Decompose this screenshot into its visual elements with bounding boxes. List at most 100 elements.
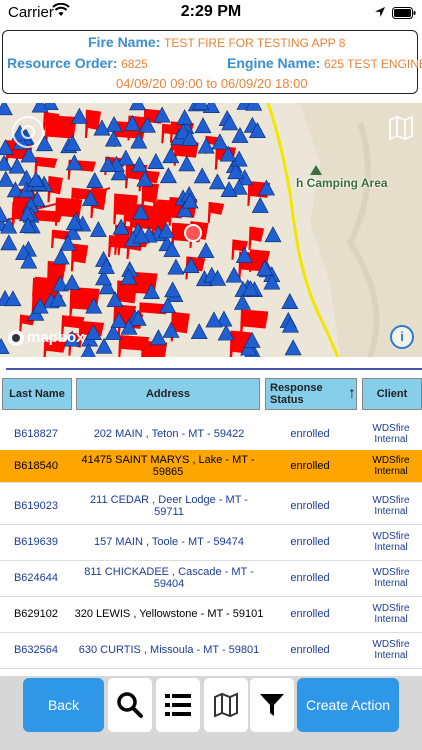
property-marker-triangle[interactable] — [208, 173, 226, 190]
table-row[interactable]: B618827 202 MAIN , Teton - MT - 59422 en… — [0, 416, 422, 453]
property-marker-triangle[interactable] — [243, 331, 261, 348]
property-marker-triangle[interactable] — [104, 130, 122, 147]
fire-marker-flag[interactable] — [42, 111, 60, 131]
property-marker-triangle[interactable] — [162, 321, 180, 338]
property-marker-triangle[interactable] — [205, 311, 223, 328]
property-marker-triangle[interactable] — [149, 329, 167, 346]
property-marker-triangle[interactable] — [132, 203, 150, 220]
property-marker-triangle[interactable] — [227, 163, 245, 180]
property-marker-triangle[interactable] — [0, 139, 14, 155]
property-marker-triangle[interactable] — [225, 266, 243, 283]
property-marker-triangle[interactable] — [176, 201, 194, 218]
property-marker-triangle[interactable] — [20, 252, 38, 269]
property-marker-triangle[interactable] — [248, 122, 266, 138]
property-marker-triangle[interactable] — [182, 257, 200, 274]
property-marker-triangle[interactable] — [235, 246, 253, 263]
property-marker-triangle[interactable] — [80, 343, 96, 357]
fire-marker-flag[interactable] — [69, 286, 100, 319]
property-marker-triangle[interactable] — [27, 171, 45, 187]
property-marker-triangle[interactable] — [63, 273, 81, 290]
fire-marker-flag[interactable] — [239, 309, 269, 337]
property-marker-triangle[interactable] — [0, 234, 18, 251]
property-marker-triangle[interactable] — [147, 153, 165, 169]
property-marker-triangle[interactable] — [159, 297, 177, 314]
fire-marker-flag[interactable] — [141, 182, 159, 212]
fire-marker-flag[interactable] — [138, 302, 169, 323]
fire-marker-flag[interactable] — [51, 229, 72, 248]
property-marker-triangle[interactable] — [202, 103, 220, 113]
fire-marker-flag[interactable] — [61, 315, 85, 337]
property-marker-triangle[interactable] — [104, 323, 122, 340]
filter-icon[interactable] — [250, 678, 294, 732]
property-marker-triangle[interactable] — [143, 283, 161, 299]
property-marker-triangle[interactable] — [256, 259, 274, 276]
property-marker-triangle[interactable] — [159, 167, 177, 184]
property-marker-triangle[interactable] — [157, 222, 175, 239]
fire-marker-flag[interactable] — [128, 271, 158, 303]
property-marker-triangle[interactable] — [120, 318, 138, 335]
fire-marker-flag[interactable] — [30, 209, 63, 231]
property-marker-triangle[interactable] — [89, 220, 107, 237]
property-marker-triangle[interactable] — [197, 242, 215, 259]
property-marker-triangle[interactable] — [138, 116, 156, 133]
property-marker-triangle[interactable] — [211, 133, 229, 150]
property-marker-triangle[interactable] — [0, 170, 15, 187]
property-marker-triangle[interactable] — [93, 119, 111, 136]
fire-marker-flag[interactable] — [84, 109, 102, 138]
property-marker-triangle[interactable] — [230, 150, 248, 167]
property-marker-triangle[interactable] — [284, 339, 302, 356]
map-icon[interactable] — [204, 678, 248, 732]
property-marker-triangle[interactable] — [65, 214, 83, 231]
property-marker-triangle[interactable] — [65, 154, 83, 171]
property-marker-triangle[interactable] — [105, 115, 123, 132]
property-marker-triangle[interactable] — [217, 324, 235, 341]
property-marker-triangle[interactable] — [123, 114, 141, 131]
fire-marker-flag[interactable] — [44, 115, 77, 147]
property-marker-triangle[interactable] — [215, 310, 233, 327]
property-marker-triangle[interactable] — [220, 181, 238, 198]
property-marker-triangle[interactable] — [117, 149, 135, 166]
property-marker-triangle[interactable] — [120, 268, 138, 285]
property-marker-triangle[interactable] — [51, 275, 69, 292]
property-marker-triangle[interactable] — [106, 291, 124, 307]
property-marker-triangle[interactable] — [64, 134, 82, 151]
property-marker-triangle[interactable] — [70, 107, 88, 124]
property-marker-triangle[interactable] — [233, 293, 251, 310]
property-marker-triangle[interactable] — [8, 157, 26, 174]
property-marker-triangle[interactable] — [4, 290, 22, 307]
column-header-client[interactable]: Client — [362, 378, 422, 410]
property-marker-triangle[interactable] — [221, 114, 239, 131]
property-marker-triangle[interactable] — [136, 170, 154, 187]
property-marker-triangle[interactable] — [242, 280, 260, 297]
property-marker-triangle[interactable] — [132, 227, 150, 244]
property-marker-triangle[interactable] — [231, 126, 249, 143]
property-marker-triangle[interactable] — [176, 109, 194, 126]
property-marker-triangle[interactable] — [129, 309, 147, 326]
property-marker-triangle[interactable] — [130, 132, 148, 149]
property-marker-triangle[interactable] — [219, 145, 237, 162]
property-marker-triangle[interactable] — [31, 297, 49, 314]
fire-marker-flag[interactable] — [248, 226, 265, 250]
property-marker-triangle[interactable] — [181, 192, 199, 209]
back-button[interactable]: Back — [23, 678, 104, 732]
property-marker-triangle[interactable] — [263, 273, 281, 290]
property-marker-triangle[interactable] — [130, 156, 148, 173]
fire-marker-flag[interactable] — [231, 239, 249, 260]
property-marker-triangle[interactable] — [251, 196, 269, 213]
table-row[interactable]: B619023 211 CEDAR , Deer Lodge - MT - 59… — [0, 488, 422, 525]
property-marker-triangle[interactable] — [194, 117, 212, 134]
property-marker-triangle[interactable] — [0, 337, 10, 354]
property-marker-triangle[interactable] — [97, 257, 115, 274]
column-header-address[interactable]: Address — [76, 378, 260, 410]
property-marker-triangle[interactable] — [49, 290, 67, 307]
property-marker-triangle[interactable] — [129, 103, 147, 111]
fire-marker-flag[interactable] — [90, 187, 107, 218]
property-marker-triangle[interactable] — [98, 278, 116, 295]
property-marker-triangle[interactable] — [110, 311, 128, 328]
property-marker-triangle[interactable] — [20, 146, 38, 163]
fire-marker-flag[interactable] — [113, 193, 138, 225]
property-marker-triangle[interactable] — [0, 217, 18, 234]
property-marker-triangle[interactable] — [19, 217, 37, 233]
info-icon[interactable]: i — [390, 325, 414, 349]
property-marker-triangle[interactable] — [281, 293, 299, 309]
